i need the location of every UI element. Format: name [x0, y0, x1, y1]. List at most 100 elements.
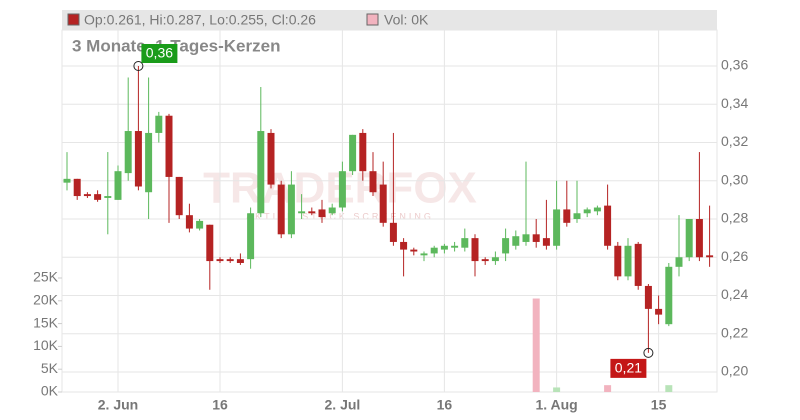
- volume-tick-label: 15K: [33, 314, 59, 330]
- candle-body: [267, 132, 275, 185]
- candle-body: [644, 285, 652, 309]
- candle-body: [604, 205, 612, 246]
- candle-body: [165, 115, 173, 177]
- candle-body: [318, 209, 326, 218]
- candle-body: [83, 194, 91, 197]
- extreme-marker: [643, 347, 654, 358]
- candle-body: [104, 196, 112, 198]
- volume-legend-swatch: [366, 13, 379, 26]
- extreme-label: 0,36: [146, 45, 173, 61]
- header-bar: [62, 10, 717, 30]
- candle-body: [461, 238, 469, 248]
- y-tick-label: 0,28: [721, 210, 748, 226]
- candle-body: [359, 132, 367, 172]
- candle-body: [491, 257, 499, 262]
- candle-body: [369, 171, 377, 193]
- y-tick-label: 0,22: [721, 324, 748, 340]
- candle-body: [624, 245, 632, 277]
- extreme-label-box: [610, 358, 647, 378]
- x-tick-label: 16: [437, 397, 453, 413]
- candle-body: [430, 247, 438, 254]
- candle-body: [73, 178, 81, 197]
- x-tick-label: 16: [212, 397, 228, 413]
- candle-body: [655, 308, 663, 315]
- candle-body: [695, 219, 703, 258]
- candle-body: [400, 241, 408, 250]
- candle-body: [277, 184, 285, 235]
- candle-body: [236, 259, 244, 263]
- y-tick-label: 0,36: [721, 57, 748, 73]
- volume-tick-label: 5K: [41, 360, 59, 376]
- y-tick-label: 0,30: [721, 171, 748, 187]
- candle-body: [665, 266, 673, 325]
- candle-body: [706, 255, 714, 258]
- y-tick-label: 0,34: [721, 95, 748, 111]
- candle-body: [287, 184, 295, 235]
- candle-body: [420, 253, 428, 256]
- candle-body: [206, 224, 214, 262]
- volume-tick-label: 20K: [33, 292, 59, 308]
- volume-bar: [553, 387, 561, 392]
- x-tick-label: 15: [651, 397, 667, 413]
- volume-legend: Vol: 0K: [384, 12, 429, 28]
- candle-body: [379, 184, 387, 223]
- x-tick-label: 1. Aug: [535, 397, 577, 413]
- candle-body: [512, 236, 520, 246]
- candle-body: [349, 134, 357, 172]
- extreme-label: 0,21: [615, 360, 642, 376]
- volume-bar: [532, 298, 540, 392]
- volume-tick-label: 25K: [33, 269, 59, 285]
- candle-body: [226, 259, 234, 262]
- extreme-label-box: [141, 44, 178, 63]
- candle-body: [298, 211, 306, 214]
- candle-body: [196, 220, 204, 229]
- candle-body: [593, 207, 601, 212]
- ohlc-legend-swatch: [67, 13, 80, 26]
- candle-body: [481, 259, 489, 262]
- candle-body: [471, 238, 479, 262]
- candle-body: [532, 234, 540, 242]
- volume-tick-label: 0K: [41, 383, 59, 399]
- candle-body: [563, 209, 571, 223]
- candle-body: [573, 213, 581, 219]
- candle-body: [328, 207, 336, 214]
- x-tick-label: 2. Jul: [325, 397, 361, 413]
- candle-body: [685, 219, 693, 258]
- extreme-marker: [133, 61, 144, 71]
- y-tick-label: 0,20: [721, 363, 748, 379]
- candle-body: [440, 245, 448, 250]
- candle-body: [410, 249, 418, 252]
- candle-body: [614, 245, 622, 277]
- candle-body: [257, 131, 265, 214]
- y-tick-label: 0,24: [721, 286, 748, 302]
- y-tick-label: 0,26: [721, 248, 748, 264]
- volume-bar: [604, 385, 612, 392]
- volume-tick-label: 10K: [33, 337, 59, 353]
- candle-body: [124, 131, 132, 174]
- candle-body: [338, 171, 346, 208]
- candle-body: [451, 245, 459, 248]
- candle-body: [155, 115, 163, 133]
- plot-border: [61, 29, 718, 393]
- candle-body: [389, 222, 397, 242]
- watermark-sub: AKTIEN STOCK SCREENING: [246, 211, 434, 221]
- x-tick-label: 2. Jun: [98, 397, 138, 413]
- candle-body: [145, 132, 153, 193]
- candle-body: [63, 178, 71, 183]
- y-tick-label: 0,32: [721, 133, 748, 149]
- candle-body: [583, 209, 591, 214]
- candle-body: [114, 171, 122, 200]
- candle-body: [185, 215, 193, 229]
- candle-body: [675, 257, 683, 267]
- candle-body: [542, 238, 550, 246]
- candle-body: [634, 243, 642, 286]
- candle-body: [308, 211, 316, 214]
- candle-body: [522, 234, 530, 242]
- volume-bar: [665, 385, 673, 392]
- candle-body: [247, 213, 255, 260]
- candle-body: [134, 131, 142, 187]
- candle-body: [216, 259, 224, 262]
- candle-body: [94, 194, 102, 200]
- candle-body: [553, 209, 561, 246]
